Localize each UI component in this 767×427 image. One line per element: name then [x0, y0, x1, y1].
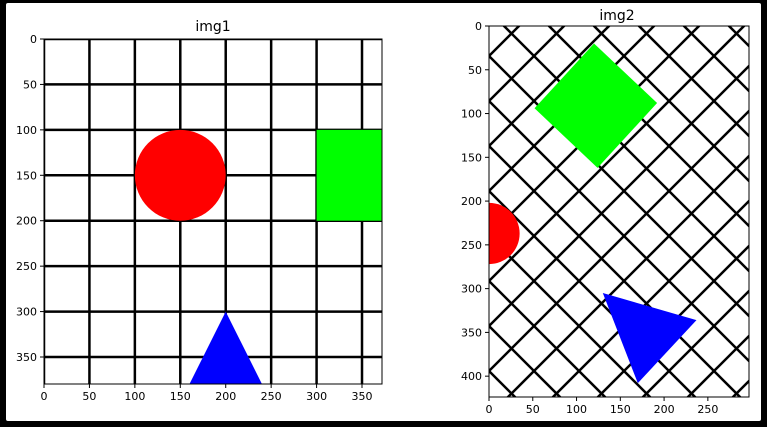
- blue-triangle: [602, 293, 697, 384]
- x-tick-label: 100: [566, 403, 587, 416]
- x-tick-label: 150: [170, 390, 191, 403]
- panel-title: img2: [599, 8, 634, 24]
- grid-line: [6, 3, 761, 16]
- axes-frame: [488, 25, 750, 398]
- axes-frame: [43, 38, 383, 385]
- y-tick-label: 0: [475, 20, 482, 33]
- y-tick-label: 300: [16, 306, 37, 319]
- x-tick-label: 0: [41, 390, 48, 403]
- green-diamond: [534, 43, 658, 168]
- grid-line: [489, 64, 749, 328]
- y-tick-label: 400: [461, 370, 482, 383]
- x-tick-label: 200: [654, 403, 675, 416]
- grid-line: [6, 3, 761, 6]
- panel-img2: img2 0 50 100 150 200 250 0 50 100 150 200 250 300 3…: [6, 3, 761, 421]
- y-tick-label: 200: [16, 215, 37, 228]
- green-rectangle: [316, 129, 382, 221]
- y-tick-label: 100: [16, 124, 37, 137]
- grid-line: [489, 234, 652, 397]
- grid-line: [489, 109, 749, 373]
- panel-title: img1: [195, 19, 230, 35]
- grid-line: [489, 54, 749, 318]
- y-tick-label: 150: [461, 151, 482, 164]
- y-tick-label: 150: [16, 169, 37, 182]
- red-circle: [134, 129, 226, 221]
- grid-line: [489, 99, 749, 363]
- red-half-circle: [489, 202, 520, 265]
- y-tick-label: 100: [461, 108, 482, 121]
- x-tick-label: 0: [486, 403, 493, 416]
- grid-line: [489, 26, 746, 283]
- grid-line: [596, 244, 749, 397]
- y-tick-label: 250: [461, 239, 482, 252]
- y-tick-label: 300: [461, 283, 482, 296]
- x-tick-label: 150: [610, 403, 631, 416]
- x-tick-label: 300: [306, 390, 327, 403]
- y-tick-label: 350: [16, 351, 37, 364]
- y-tick-label: 250: [16, 260, 37, 273]
- grid-line: [6, 411, 761, 421]
- grid-line: [506, 154, 749, 397]
- x-tick-label: 50: [526, 403, 540, 416]
- grid-line: [592, 26, 749, 183]
- x-tick-label: 50: [82, 390, 96, 403]
- x-tick-label: 100: [124, 390, 145, 403]
- y-tick-label: 50: [468, 64, 482, 77]
- y-tick-label: 350: [461, 326, 482, 339]
- x-axis: 0 50 100 150 200 250 300 350: [41, 384, 373, 403]
- grid-line: [489, 26, 656, 193]
- x-tick-label: 250: [697, 403, 718, 416]
- x-tick-label: 250: [261, 390, 282, 403]
- shapes: [489, 43, 697, 384]
- blue-triangle: [189, 311, 262, 384]
- x-tick-label: 200: [215, 390, 236, 403]
- y-axis: 0 50 100 150 200 250 300 350: [16, 33, 44, 364]
- x-axis: 0 50 100 150 200 250: [486, 397, 718, 416]
- figure-canvas: img1 0 50 100 150 200 250 300 350 0 50 100 150 200 2…: [6, 3, 761, 421]
- x-tick-label: 350: [352, 390, 373, 403]
- y-tick-label: 0: [30, 33, 37, 46]
- y-axis: 0 50 100 150 200 250 300 350 400: [461, 20, 489, 383]
- figure-svg: img1 0 50 100 150 200 250 300 350 0 50 100 150 200 2…: [6, 3, 761, 421]
- y-tick-label: 50: [23, 78, 37, 91]
- shapes: [134, 129, 382, 384]
- grid-line: [489, 144, 742, 397]
- y-tick-label: 200: [461, 195, 482, 208]
- panel-img1: img1 0 50 100 150 200 250 300 350 0 50 100 150 200 2…: [16, 19, 383, 403]
